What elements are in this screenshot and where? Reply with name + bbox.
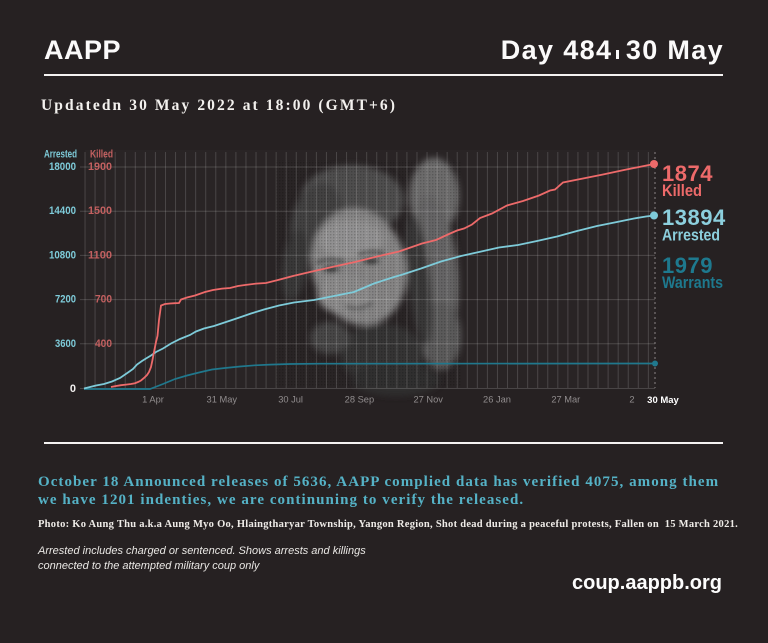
- svg-text:1874: 1874: [662, 161, 713, 186]
- svg-text:7200: 7200: [55, 294, 76, 306]
- svg-text:1500: 1500: [88, 205, 112, 217]
- svg-text:1979: 1979: [662, 253, 713, 278]
- svg-text:14400: 14400: [49, 205, 76, 217]
- svg-text:Killed: Killed: [90, 149, 113, 161]
- svg-text:700: 700: [95, 294, 112, 306]
- svg-text:27 Mar: 27 Mar: [551, 395, 580, 405]
- svg-text:27 Nov: 27 Nov: [413, 395, 443, 405]
- svg-text:3600: 3600: [55, 338, 76, 350]
- svg-text:31 May: 31 May: [207, 395, 238, 405]
- svg-text:1100: 1100: [88, 249, 112, 261]
- svg-text:Arrested: Arrested: [44, 149, 77, 161]
- svg-text:30 Jul: 30 Jul: [278, 395, 303, 405]
- svg-text:Arrested: Arrested: [662, 227, 720, 245]
- svg-text:13894: 13894: [662, 205, 726, 230]
- svg-text:28 Sep: 28 Sep: [345, 395, 374, 405]
- svg-text:2: 2: [629, 395, 634, 405]
- svg-text:10800: 10800: [49, 249, 76, 261]
- svg-text:1 Apr: 1 Apr: [142, 395, 164, 405]
- svg-text:0: 0: [70, 383, 76, 395]
- svg-text:Warrants: Warrants: [662, 274, 723, 292]
- svg-text:400: 400: [95, 338, 112, 350]
- svg-text:18000: 18000: [49, 161, 76, 173]
- svg-text:26 Jan: 26 Jan: [483, 395, 511, 405]
- svg-text:Killed: Killed: [662, 182, 702, 200]
- svg-text:30 May: 30 May: [647, 395, 679, 406]
- svg-text:1900: 1900: [88, 161, 112, 173]
